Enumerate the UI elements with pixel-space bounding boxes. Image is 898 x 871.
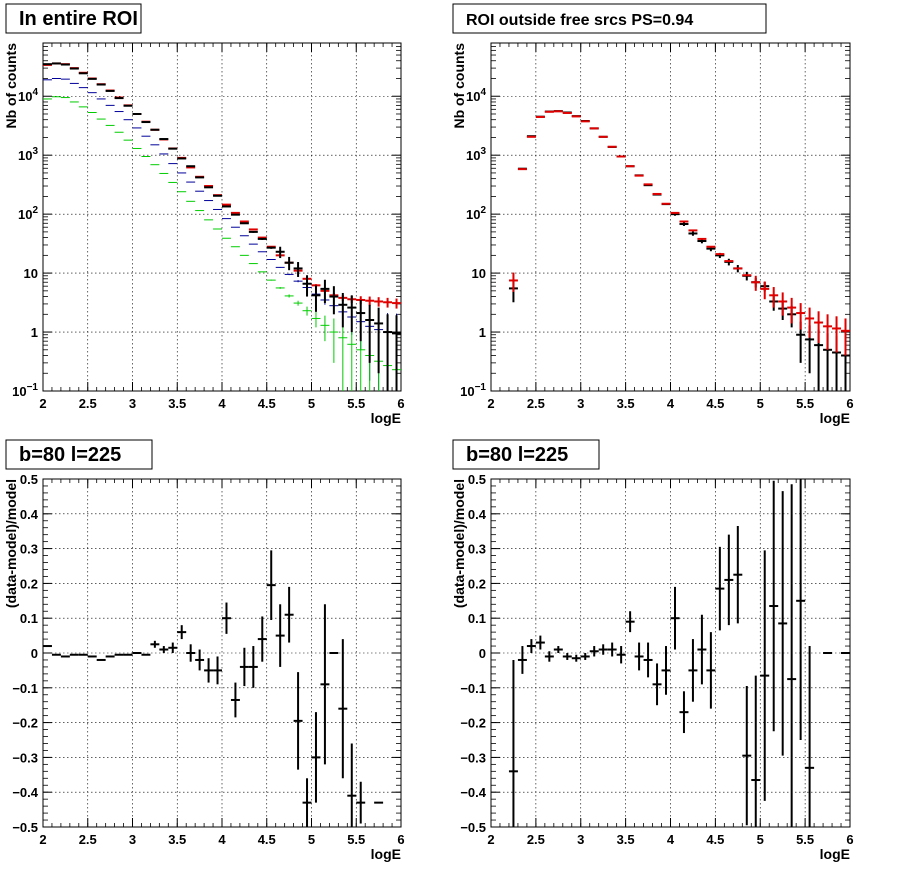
- chart-panel-1: 2 2.5 3 3.5 4 4.5 5 5.5 6 10−1 1 10 102 103 104 logE Nb …: [3, 3, 405, 426]
- y-tick-label: 0.2: [468, 576, 486, 591]
- y-tick-label: −0.4: [460, 785, 486, 800]
- x-tick-label: 4: [667, 832, 675, 847]
- y-tick-label: −0.1: [460, 681, 486, 696]
- y-tick-label: −0.2: [12, 716, 38, 731]
- x-tick-label: 2.5: [79, 832, 97, 847]
- x-tick-label: 5: [308, 832, 315, 847]
- y-tick-label: 0.1: [468, 611, 486, 626]
- x-tick-label: 3: [129, 832, 136, 847]
- title-box: [452, 439, 600, 470]
- y-tick-label: 0.3: [468, 542, 486, 557]
- plot-frame: [42, 42, 402, 392]
- y-tick-label: 0.1: [20, 611, 38, 626]
- x-tick-label: 2: [39, 396, 46, 411]
- x-tick-label: 3.5: [617, 832, 635, 847]
- y-tick-label: 0.3: [20, 542, 38, 557]
- x-tick-label: 3: [129, 396, 136, 411]
- y-tick-label: 0: [31, 646, 38, 661]
- x-tick-label: 2.5: [79, 396, 97, 411]
- x-tick-label: 3.5: [617, 396, 635, 411]
- y-axis-label: (data-model)/model: [3, 479, 19, 608]
- chart-title: b=80 l=225: [466, 444, 568, 466]
- y-tick-label: −0.3: [12, 750, 38, 765]
- x-tick-label: 3.5: [168, 396, 186, 411]
- x-tick-label: 2: [487, 832, 494, 847]
- x-tick-label: 5: [757, 396, 764, 411]
- y-axis-label: Nb of counts: [3, 43, 19, 129]
- x-tick-label: 5.5: [796, 396, 814, 411]
- y-tick-label: 0.2: [20, 576, 38, 591]
- x-tick-label: 2.5: [527, 832, 545, 847]
- chart-panel-4: 2 2.5 3 3.5 4 4.5 5 5.5 6 −0.5 −0.4 −0.3 −0.2 −0.1 0 0.…: [451, 439, 854, 862]
- chart-title: ROI outside free srcs PS=0.94: [466, 12, 693, 29]
- x-tick-label: 4.5: [258, 832, 276, 847]
- x-axis-label: logE: [820, 846, 850, 862]
- chart-title: In entire ROI: [19, 8, 138, 30]
- y-tick-label: 10−1: [460, 382, 486, 399]
- y-tick-label: 104: [466, 87, 486, 104]
- x-tick-label: 5: [308, 396, 315, 411]
- y-tick-label: 103: [466, 146, 486, 163]
- y-tick-label: 10: [24, 266, 38, 281]
- x-tick-label: 2: [39, 832, 46, 847]
- x-tick-label: 6: [397, 396, 404, 411]
- chart-panel-2: 2 2.5 3 3.5 4 4.5 5 5.5 6 10−1 1 10 102 103 104 logE Nb …: [451, 3, 854, 426]
- y-tick-label: −0.4: [12, 785, 38, 800]
- title-box: [5, 439, 153, 470]
- x-tick-label: 4.5: [706, 832, 724, 847]
- y-tick-label: 102: [466, 205, 486, 222]
- x-tick-label: 4.5: [706, 396, 724, 411]
- chart-title: b=80 l=225: [19, 444, 121, 466]
- y-tick-label: 0.4: [468, 507, 487, 522]
- x-tick-label: 3.5: [168, 832, 186, 847]
- x-tick-label: 5: [757, 832, 764, 847]
- x-tick-label: 5.5: [347, 832, 365, 847]
- y-tick-label: 0.5: [20, 472, 38, 487]
- y-tick-label: −0.1: [12, 681, 38, 696]
- x-tick-label: 2: [487, 396, 494, 411]
- y-tick-label: 10−1: [12, 382, 38, 399]
- y-tick-label: 0.4: [20, 507, 39, 522]
- y-axis-label: Nb of counts: [451, 43, 467, 129]
- x-axis-label: logE: [371, 410, 401, 426]
- plot-frame: [490, 42, 851, 392]
- x-tick-label: 3: [577, 396, 584, 411]
- y-tick-label: −0.2: [460, 716, 486, 731]
- x-tick-label: 5.5: [796, 832, 814, 847]
- title-box: [5, 3, 142, 34]
- x-tick-label: 4: [218, 832, 226, 847]
- y-tick-label: 103: [18, 146, 38, 163]
- y-axis-label: (data-model)/model: [451, 479, 467, 608]
- series-1: [43, 550, 384, 827]
- y-tick-label: −0.5: [460, 820, 486, 835]
- y-tick-label: 1: [479, 325, 486, 340]
- x-tick-label: 5.5: [347, 396, 365, 411]
- y-tick-label: −0.3: [460, 750, 486, 765]
- x-axis-label: logE: [371, 846, 401, 862]
- x-tick-label: 4: [218, 396, 226, 411]
- x-axis-label: logE: [820, 410, 850, 426]
- y-tick-label: 0.5: [468, 472, 486, 487]
- y-tick-label: −0.5: [12, 820, 38, 835]
- x-tick-label: 6: [846, 832, 853, 847]
- chart-panel-3: 2 2.5 3 3.5 4 4.5 5 5.5 6 −0.5 −0.4 −0.3 −0.2 −0.1 0 0.…: [3, 439, 405, 862]
- x-tick-label: 3: [577, 832, 584, 847]
- title-box: [452, 3, 767, 34]
- y-tick-label: 0: [479, 646, 486, 661]
- y-tick-label: 10: [472, 266, 486, 281]
- series-2: [508, 110, 850, 356]
- y-tick-label: 102: [18, 205, 38, 222]
- series-4: [43, 62, 401, 391]
- x-tick-label: 4.5: [258, 396, 276, 411]
- y-tick-label: 1: [31, 325, 38, 340]
- plot-frame: [490, 478, 851, 828]
- x-tick-label: 2.5: [527, 396, 545, 411]
- y-tick-label: 104: [18, 87, 38, 104]
- series-1: [508, 479, 850, 827]
- x-tick-label: 6: [846, 396, 853, 411]
- x-tick-label: 4: [667, 396, 675, 411]
- plot-frame: [42, 478, 402, 828]
- x-tick-label: 6: [397, 832, 404, 847]
